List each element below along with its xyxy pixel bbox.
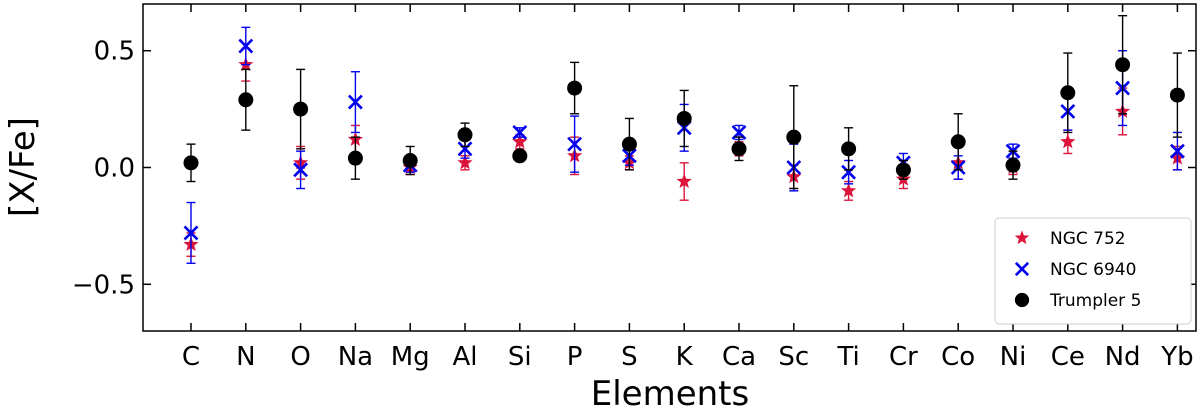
x-stroke: [347, 94, 363, 110]
y-axis-title: [X/Fe]: [3, 117, 43, 217]
x-tick-label: Ca: [722, 342, 756, 372]
data-point: [1115, 57, 1131, 73]
data-point: [238, 92, 254, 108]
legend-box: [994, 217, 1192, 325]
x-tick-label: Mg: [391, 342, 430, 372]
x-tick-label: Ti: [836, 342, 859, 372]
x-tick-label: Yb: [1160, 342, 1193, 372]
x-tick-label: Si: [508, 342, 532, 372]
legend-marker: [1014, 230, 1030, 245]
data-point: [347, 94, 363, 110]
data-point: [512, 133, 528, 149]
data-point: [1169, 143, 1185, 159]
x-stroke: [238, 38, 254, 54]
data-point: [567, 136, 583, 152]
data-point: [841, 164, 857, 180]
data-point: [457, 154, 473, 170]
legend-marker: [1014, 261, 1030, 277]
data-point: [183, 225, 199, 241]
data-point: [293, 162, 309, 178]
data-point: [786, 129, 802, 145]
x-tick-label: Ni: [1000, 342, 1027, 372]
x-tick-label: P: [567, 342, 583, 372]
y-tick-label: −0.5: [72, 270, 135, 300]
x-stroke: [293, 162, 309, 178]
legend-label: Trumpler 5: [1049, 291, 1141, 311]
x-tick-label: S: [621, 342, 638, 372]
data-point: [950, 134, 966, 150]
data-point: [567, 80, 583, 96]
data-point: [840, 182, 857, 198]
data-point: [1060, 85, 1076, 101]
legend-label: NGC 6940: [1050, 260, 1136, 280]
x-axis-title: Elements: [591, 374, 749, 413]
x-tick-label: Ce: [1051, 342, 1085, 372]
legend-label: NGC 752: [1050, 229, 1126, 249]
x-stroke: [1014, 261, 1030, 277]
x-stroke: [457, 141, 473, 157]
data-point: [347, 150, 363, 166]
legend-marker: [1014, 292, 1030, 308]
x-axis-ticks: C N O Na Mg Al Si P S K Ca Sc Ti Cr Co Ni Ce Nd Yb: [182, 4, 1194, 372]
x-tick-label: Na: [338, 342, 373, 372]
data-point: [457, 127, 473, 143]
x-tick-label: Sc: [778, 342, 809, 372]
x-stroke: [1169, 143, 1185, 159]
x-tick-label: Cr: [889, 342, 918, 372]
x-tick-label: O: [290, 342, 310, 372]
x-stroke: [512, 125, 528, 140]
data-point: [676, 173, 692, 188]
data-point: [676, 110, 692, 126]
data-point: [293, 101, 309, 117]
data-point: [1005, 157, 1021, 173]
data-point: [457, 141, 473, 157]
x-tick-label: Al: [452, 342, 477, 372]
data-marks: [183, 14, 1186, 264]
x-tick-label: Nd: [1105, 342, 1141, 372]
data-point: [402, 152, 418, 168]
data-point: [731, 141, 747, 157]
x-stroke: [183, 225, 199, 241]
x-tick-label: C: [182, 342, 200, 372]
data-point: [841, 141, 857, 157]
data-point: [512, 125, 528, 140]
data-point: [621, 136, 637, 152]
legend: NGC 752 NGC 6940 Trumpler 5: [994, 217, 1192, 325]
data-point: [238, 38, 254, 54]
data-point: [1169, 87, 1185, 103]
x-tick-label: N: [236, 342, 255, 372]
series-trumpler-5: [183, 14, 1185, 190]
y-tick-label: 0.5: [94, 37, 135, 67]
x-stroke: [567, 136, 583, 152]
x-stroke: [841, 164, 857, 180]
x-tick-label: K: [676, 342, 694, 372]
x-tick-label: Co: [941, 342, 975, 372]
data-point: [183, 155, 199, 171]
data-point: [1060, 133, 1076, 149]
data-point: [895, 162, 911, 178]
data-point: [512, 148, 528, 164]
y-tick-label: 0.0: [94, 154, 135, 184]
